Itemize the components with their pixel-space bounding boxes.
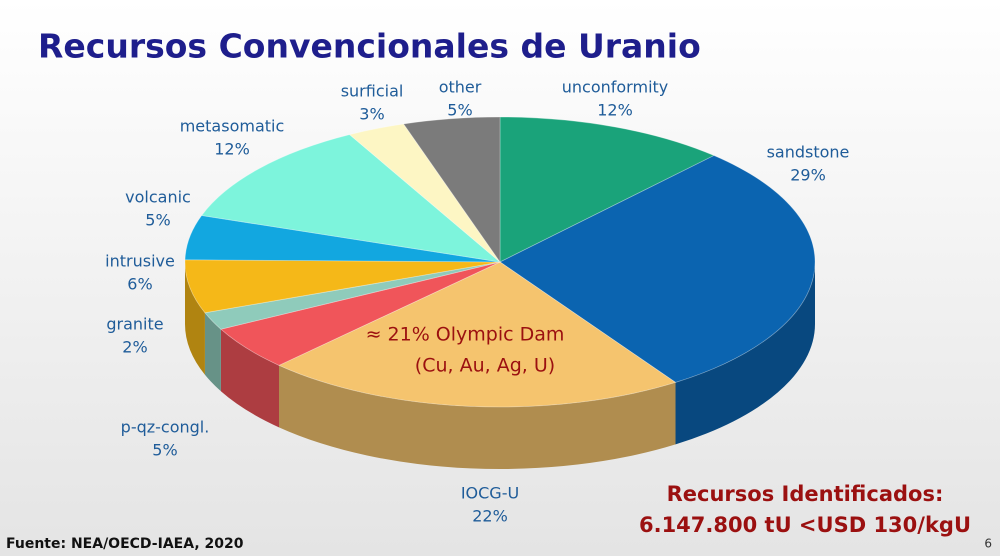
annotation: Recursos Identificados: (667, 482, 944, 506)
value-label: 2% (122, 338, 147, 357)
slice (220, 261, 501, 366)
slice-side (675, 262, 816, 445)
value-label: 29% (790, 166, 826, 185)
slice (184, 215, 501, 263)
slice (204, 261, 501, 330)
value-label: 5% (152, 441, 177, 460)
slice (184, 259, 501, 314)
slice-side (204, 312, 221, 392)
annotation: ≈ 21% Olympic Dam (366, 324, 565, 346)
value-label: 12% (597, 101, 633, 120)
slice (278, 261, 677, 408)
value-label: 6% (127, 275, 152, 294)
chart-title: Recursos Convencionales de Uranio (38, 27, 701, 66)
pie (184, 116, 816, 469)
slice-label: surficial (341, 82, 404, 101)
slice-label: volcanic (125, 188, 191, 207)
slice-label: granite (106, 315, 163, 334)
slice-side (185, 262, 205, 375)
slice-label: sandstone (767, 143, 850, 162)
value-label: 5% (145, 211, 170, 230)
slice-label: p-qz-congl. (121, 418, 210, 437)
page-number: 6 (984, 537, 992, 551)
value-label: 5% (447, 101, 472, 120)
slice-side (279, 365, 676, 469)
slice-label: IOCG-U (461, 484, 519, 503)
annotation: 6.147.800 tU <USD 130/kgU (639, 513, 971, 537)
slice (348, 123, 501, 263)
source: Fuente: NEA/OECD-IAEA, 2020 (6, 536, 244, 552)
slice-label: other (439, 78, 482, 97)
slice (499, 116, 715, 263)
annotation: (Cu, Au, Ag, U) (415, 355, 555, 377)
slice-label: metasomatic (180, 117, 285, 136)
value-label: 12% (214, 140, 250, 159)
slice-label: unconformity (562, 78, 669, 97)
value-label: 3% (359, 105, 384, 124)
slice (499, 155, 816, 383)
slice-label: intrusive (105, 252, 175, 271)
value-label: 22% (472, 507, 508, 526)
slice-side (220, 329, 280, 428)
slice (200, 134, 502, 263)
slice (402, 116, 501, 264)
